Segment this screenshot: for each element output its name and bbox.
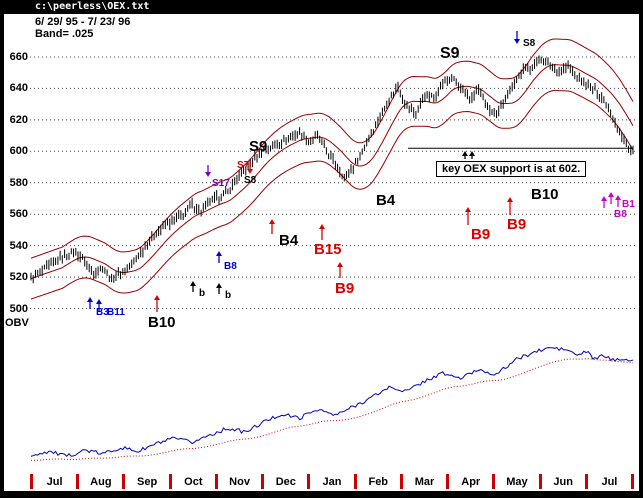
month-label-1-aug: Aug — [76, 474, 122, 489]
signal-label-b: b — [199, 288, 206, 299]
signal-label-s9: S9 — [249, 138, 268, 155]
month-label-10-may: May — [492, 474, 538, 489]
signal-label-b8: B8 — [224, 261, 237, 272]
month-label-11-jun: Jun — [538, 474, 585, 489]
price-tick-640: 640 — [9, 82, 28, 94]
window-title: c:\peerless\OEX.txt — [35, 1, 150, 12]
obv-axis-label: OBV — [5, 317, 29, 329]
signal-label-b9: B9 — [335, 280, 355, 297]
signal-label-b9: B9 — [471, 226, 491, 243]
price-tick-580: 580 — [9, 177, 28, 189]
price-tick-520: 520 — [9, 271, 28, 283]
signal-label-b10: B10 — [148, 314, 176, 331]
signal-label-b4: B4 — [376, 192, 396, 209]
month-label-12-jul: Jul — [584, 474, 635, 489]
month-label-5-dec: Dec — [261, 474, 307, 489]
signal-label-b10: B10 — [531, 186, 559, 203]
signal-label-s8: S8 — [244, 175, 257, 186]
signal-label-b11: B11 — [107, 307, 125, 318]
signal-label-b1: B1 — [622, 199, 635, 210]
price-tick-600: 600 — [9, 145, 28, 157]
price-tick-560: 560 — [9, 208, 28, 220]
signal-label-s7: S7 — [237, 160, 250, 171]
price-tick-500: 500 — [9, 303, 28, 315]
date-range-label: 6/ 29/ 95 - 7/ 23/ 96 — [35, 16, 131, 28]
signal-label-s9: S9 — [440, 45, 460, 62]
month-label-8-mar: Mar — [399, 474, 446, 489]
support-annotation-box: key OEX support is at 602. — [436, 161, 587, 177]
month-label-2-sep: Sep — [122, 474, 168, 489]
signal-label-s17: S17 — [212, 178, 230, 189]
signal-label-s8: S8 — [523, 38, 536, 49]
signal-label-b3: B3 — [96, 307, 109, 318]
signal-label-b8: B8 — [614, 209, 627, 220]
band-setting-label: Band= .025 — [35, 28, 94, 40]
signal-label-b: b — [225, 290, 232, 301]
month-label-6-jan: Jan — [307, 474, 353, 489]
signal-label-b15: B15 — [314, 241, 342, 258]
price-tick-660: 660 — [9, 51, 28, 63]
price-tick-620: 620 — [9, 114, 28, 126]
signal-label-b9: B9 — [507, 216, 527, 233]
price-tick-540: 540 — [9, 240, 28, 252]
month-axis: Jul Aug Sep Oct Nov Dec Jan Feb Mar Apr May Jun Jul — [30, 474, 635, 489]
signal-label-b4: B4 — [279, 232, 299, 249]
month-label-3-oct: Oct — [168, 474, 215, 489]
month-label-0-jul: Jul — [30, 474, 76, 489]
month-label-4-nov: Nov — [214, 474, 261, 489]
month-label-7-feb: Feb — [353, 474, 400, 489]
month-label-9-apr: Apr — [446, 474, 492, 489]
